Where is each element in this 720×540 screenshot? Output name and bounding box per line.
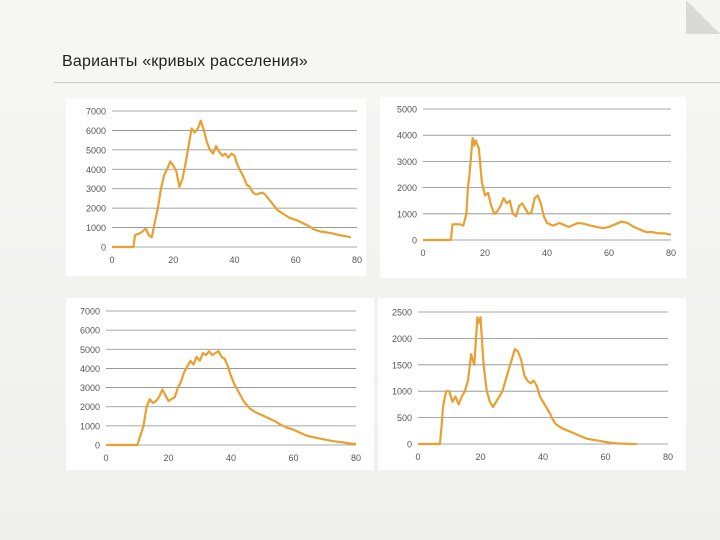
y-tick-label: 2000 [397, 183, 417, 193]
y-tick-label: 500 [397, 413, 412, 423]
x-tick-label: 0 [109, 255, 114, 265]
y-tick-label: 1000 [86, 223, 106, 233]
y-tick-label: 0 [407, 440, 412, 450]
y-tick-label: 0 [412, 236, 417, 246]
x-tick-label: 0 [420, 248, 425, 258]
y-tick-label: 2000 [392, 334, 412, 344]
y-tick-label: 0 [101, 243, 106, 253]
page-corner-decoration [686, 0, 720, 34]
x-tick-label: 40 [226, 453, 236, 463]
series-line [418, 316, 637, 446]
y-tick-label: 6000 [80, 326, 100, 336]
y-tick-label: 2000 [86, 204, 106, 214]
x-tick-label: 60 [288, 453, 298, 463]
y-tick-label: 3000 [80, 383, 100, 393]
x-tick-label: 40 [229, 255, 239, 265]
x-tick-label: 20 [163, 453, 173, 463]
chart-svg: 0 1000 2000 3000 4000 5000 6000 7000 0 20 40 60 80 [86, 107, 362, 266]
chart-panel-top-right: 0 1000 2000 3000 4000 5000 0 20 40 60 80 [380, 97, 686, 278]
x-tick-label: 20 [168, 255, 178, 265]
x-tick-label: 60 [291, 255, 301, 265]
chart-svg: 0 1000 2000 3000 4000 5000 0 20 40 60 80 [397, 105, 676, 259]
y-tick-label: 1000 [80, 421, 100, 431]
y-tick-label: 1000 [392, 387, 412, 397]
y-tick-label: 5000 [86, 145, 106, 155]
chart-panel-top-left: 0 1000 2000 3000 4000 5000 6000 7000 0 20 40 60 80 [66, 98, 366, 276]
x-tick-label: 80 [352, 255, 362, 265]
y-tick-label: 7000 [80, 307, 100, 317]
y-tick-label: 4000 [397, 131, 417, 141]
y-tick-label: 2000 [80, 402, 100, 412]
y-tick-label: 0 [95, 441, 100, 451]
slide-title: Варианты «кривых расселения» [62, 53, 308, 70]
x-tick-label: 80 [666, 248, 676, 258]
title-divider [54, 82, 720, 83]
x-tick-label: 20 [480, 248, 490, 258]
y-tick-label: 1000 [397, 209, 417, 219]
chart-panel-bottom-right: 0 500 1000 1500 2000 2500 0 20 40 60 80 [378, 298, 686, 470]
x-tick-label: 60 [604, 248, 614, 258]
y-tick-label: 7000 [86, 107, 106, 117]
chart-svg: 0 500 1000 1500 2000 2500 0 20 40 60 80 [392, 308, 673, 463]
x-tick-label: 60 [600, 452, 610, 462]
y-tick-label: 6000 [86, 126, 106, 136]
x-tick-label: 0 [103, 453, 108, 463]
series-line [423, 136, 672, 242]
y-tick-label: 4000 [80, 364, 100, 374]
y-tick-label: 4000 [86, 165, 106, 175]
x-tick-label: 80 [663, 452, 673, 462]
y-tick-label: 1500 [392, 360, 412, 370]
y-tick-label: 5000 [397, 105, 417, 115]
y-tick-label: 5000 [80, 345, 100, 355]
x-tick-label: 20 [475, 452, 485, 462]
chart-panel-bottom-left: 0 1000 2000 3000 4000 5000 6000 7000 0 20 40 60 80 [66, 298, 374, 470]
x-tick-label: 0 [415, 452, 420, 462]
y-tick-label: 3000 [86, 184, 106, 194]
x-tick-label: 40 [542, 248, 552, 258]
x-tick-label: 80 [351, 453, 361, 463]
chart-svg: 0 1000 2000 3000 4000 5000 6000 7000 0 20 40 60 80 [80, 307, 361, 464]
y-tick-label: 2500 [392, 308, 412, 318]
series-line [106, 350, 357, 447]
y-tick-label: 3000 [397, 157, 417, 167]
series-line [112, 119, 352, 249]
x-tick-label: 40 [538, 452, 548, 462]
